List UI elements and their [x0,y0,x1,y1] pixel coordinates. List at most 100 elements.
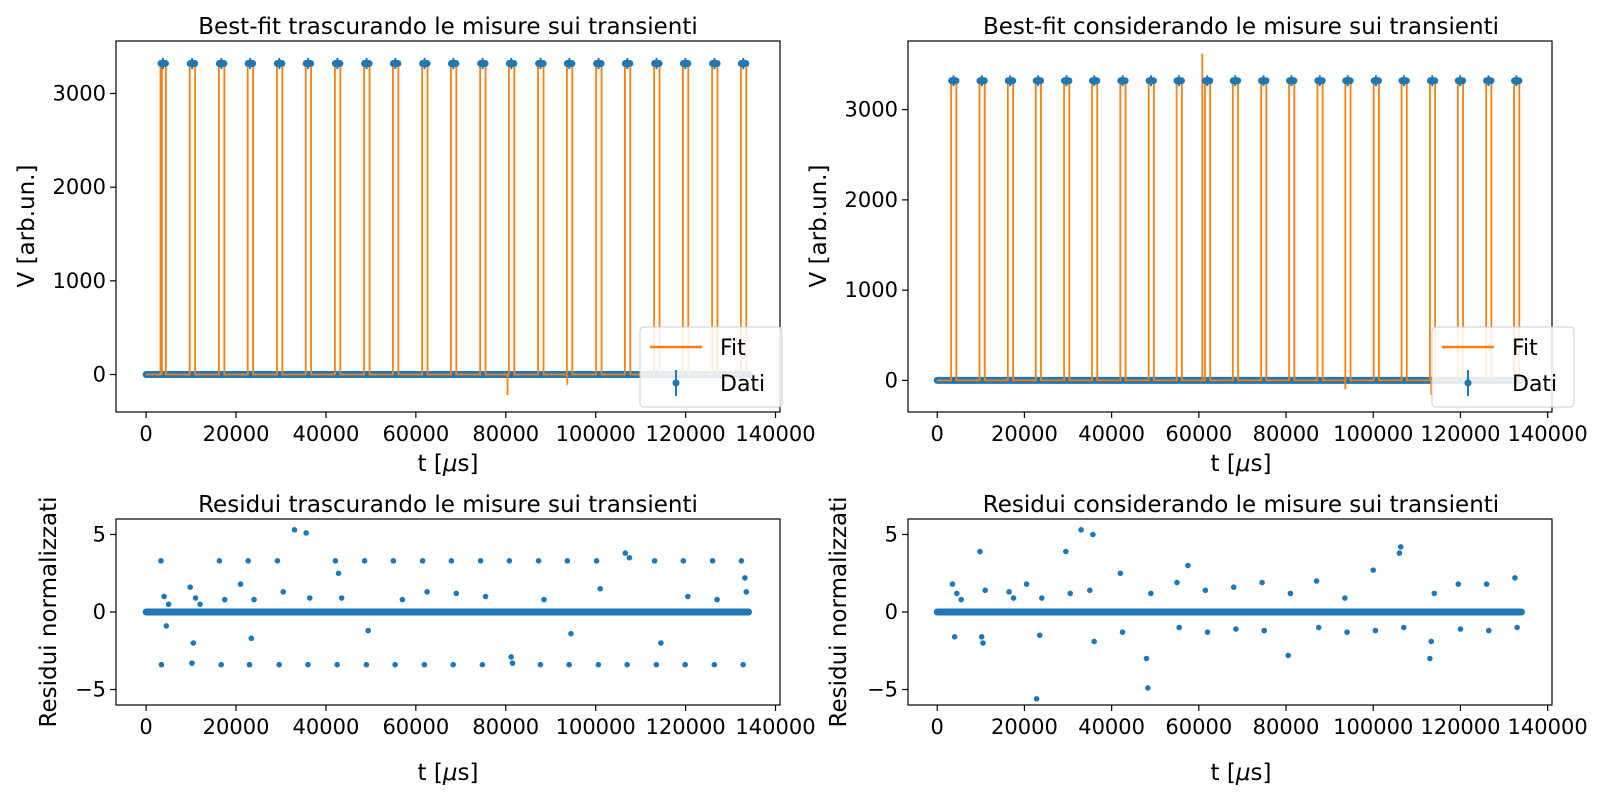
x-axis-label-prefix: t [ [418,451,443,477]
residual-point [303,530,309,536]
residual-point [363,661,370,668]
x-tick-label: 120000 [1420,422,1500,446]
residual-point [1185,562,1191,569]
residual-point [1010,595,1017,601]
y-tick-label: 5 [93,523,106,547]
y-tick-label: 3000 [845,98,898,122]
x-tick-label: 120000 [646,715,726,739]
chart-title: Best-fit considerando le misure sui tran… [983,14,1499,40]
x-tick-label: 100000 [1333,715,1413,739]
x-axis-label-mu: μ [1235,451,1251,477]
residual-point [1091,638,1097,645]
residual-point [1145,685,1151,691]
y-tick-label: −5 [867,678,898,702]
residual-point [711,661,718,668]
residual-point [1372,627,1379,634]
y-tick-label: 5 [885,523,898,547]
x-axis-label-mu: μ [1235,760,1251,786]
residual-point [1512,575,1518,581]
residual-point [506,558,513,564]
y-tick-label: −5 [75,678,106,702]
residual-point [1117,570,1124,577]
residual-point [158,558,164,564]
x-tick-label: 140000 [735,715,815,739]
legend-fit-label: Fit [720,336,746,361]
residual-point [163,623,170,629]
residual-point [535,558,542,564]
x-tick-label: 80000 [472,715,539,739]
x-tick-label: 100000 [556,715,636,739]
residual-point [1400,624,1407,631]
residual-point [448,558,455,564]
x-tick-label: 40000 [293,422,360,446]
y-tick-label: 0 [93,600,106,624]
residual-point [738,558,745,564]
legend-data-label: Dati [1512,372,1557,397]
residual-point [237,581,244,587]
residual-point [482,593,489,600]
residual-point [251,596,257,603]
x-tick-label: 40000 [293,715,360,739]
chart-title: Best-fit trascurando le misure sui trans… [198,14,697,40]
x-tick-label: 60000 [382,422,449,446]
residual-point [1063,548,1069,555]
x-tick-label: 40000 [1078,422,1145,446]
legend: Fit Dati [1431,326,1575,408]
y-tick-label: 2000 [845,188,898,212]
y-tick-label: 0 [93,363,106,387]
residual-point [541,596,547,603]
residual-point [1176,624,1183,631]
residual-point [685,593,691,600]
x-tick-label: 140000 [1508,715,1588,739]
x-axis-label-prefix: t [ [1211,760,1236,786]
y-axis-label: Residui normalizzati [36,497,62,728]
y-tick-label: 0 [885,600,898,624]
x-tick-label: 140000 [735,422,815,446]
residual-point [276,661,282,668]
legend: Fit Dati [639,326,783,408]
residual-point [1078,527,1084,533]
residual-point [218,661,224,668]
residual-point [740,661,746,668]
residual-point [1428,638,1435,645]
residual-point [682,661,688,668]
residual-point [949,581,956,587]
residual-point [1455,581,1462,587]
residual-point [1344,629,1350,635]
residual-point [190,640,197,646]
x-axis-label-prefix: t [ [418,760,443,786]
residual-point [564,558,571,564]
y-axis-label: V [arb.un.] [806,165,832,288]
residual-point [595,661,602,668]
x-tick-label: 20000 [991,715,1058,739]
residual-point [1431,590,1438,597]
residual-point [192,595,199,601]
residual-point [1230,584,1237,590]
residual-point [1087,587,1093,594]
data-layer [933,527,1525,702]
x-tick-label: 20000 [991,422,1058,446]
residual-point [1259,579,1265,586]
legend-data-marker [1464,379,1472,387]
chart-fit-with-transients: Best-fit considerando le misure sui tran… [806,14,1588,477]
residual-point [1143,655,1150,662]
residual-point [421,661,428,668]
x-axis-label-prefix: t [ [1211,451,1236,477]
residual-point [982,587,988,594]
residual-point [419,558,426,564]
residual-point [1233,626,1239,632]
x-axis-label-mu: μ [442,760,458,786]
x-tick-label: 0 [139,715,152,739]
x-tick-label: 0 [931,422,944,446]
residual-point [1457,626,1464,632]
x-tick-label: 20000 [203,422,270,446]
residual-point [653,661,660,668]
residual-point [1514,624,1520,631]
residual-point [680,558,687,564]
residual-point [197,601,203,608]
residual-point [537,661,544,668]
x-tick-label: 0 [931,715,944,739]
residual-point [1313,578,1320,584]
y-tick-label: 1000 [53,269,106,293]
residual-point [274,558,281,564]
